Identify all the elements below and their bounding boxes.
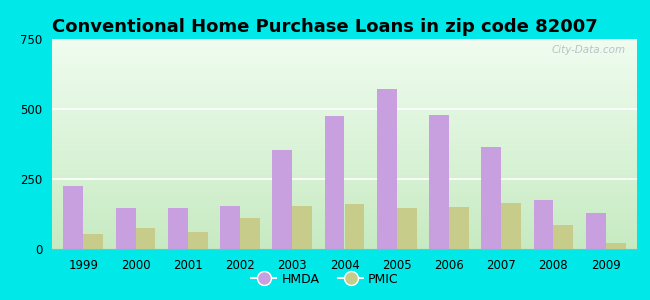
Bar: [272, 150, 292, 249]
Bar: [344, 204, 365, 249]
Bar: [188, 232, 207, 249]
Bar: [116, 208, 136, 249]
Legend: HMDA, PMIC: HMDA, PMIC: [246, 268, 404, 291]
Bar: [429, 115, 449, 249]
Bar: [482, 147, 501, 249]
Bar: [396, 208, 417, 249]
Bar: [449, 207, 469, 249]
Bar: [240, 218, 260, 249]
Bar: [64, 186, 83, 249]
Bar: [136, 228, 155, 249]
Bar: [606, 243, 625, 249]
Bar: [553, 225, 573, 249]
Bar: [501, 203, 521, 249]
Text: City-Data.com: City-Data.com: [551, 45, 625, 55]
Bar: [377, 89, 396, 249]
Bar: [83, 234, 103, 249]
Bar: [324, 116, 345, 249]
Bar: [292, 206, 312, 249]
Text: Conventional Home Purchase Loans in zip code 82007: Conventional Home Purchase Loans in zip …: [52, 18, 598, 36]
Bar: [586, 213, 606, 249]
Bar: [220, 206, 240, 249]
Bar: [168, 208, 188, 249]
Bar: [534, 200, 553, 249]
